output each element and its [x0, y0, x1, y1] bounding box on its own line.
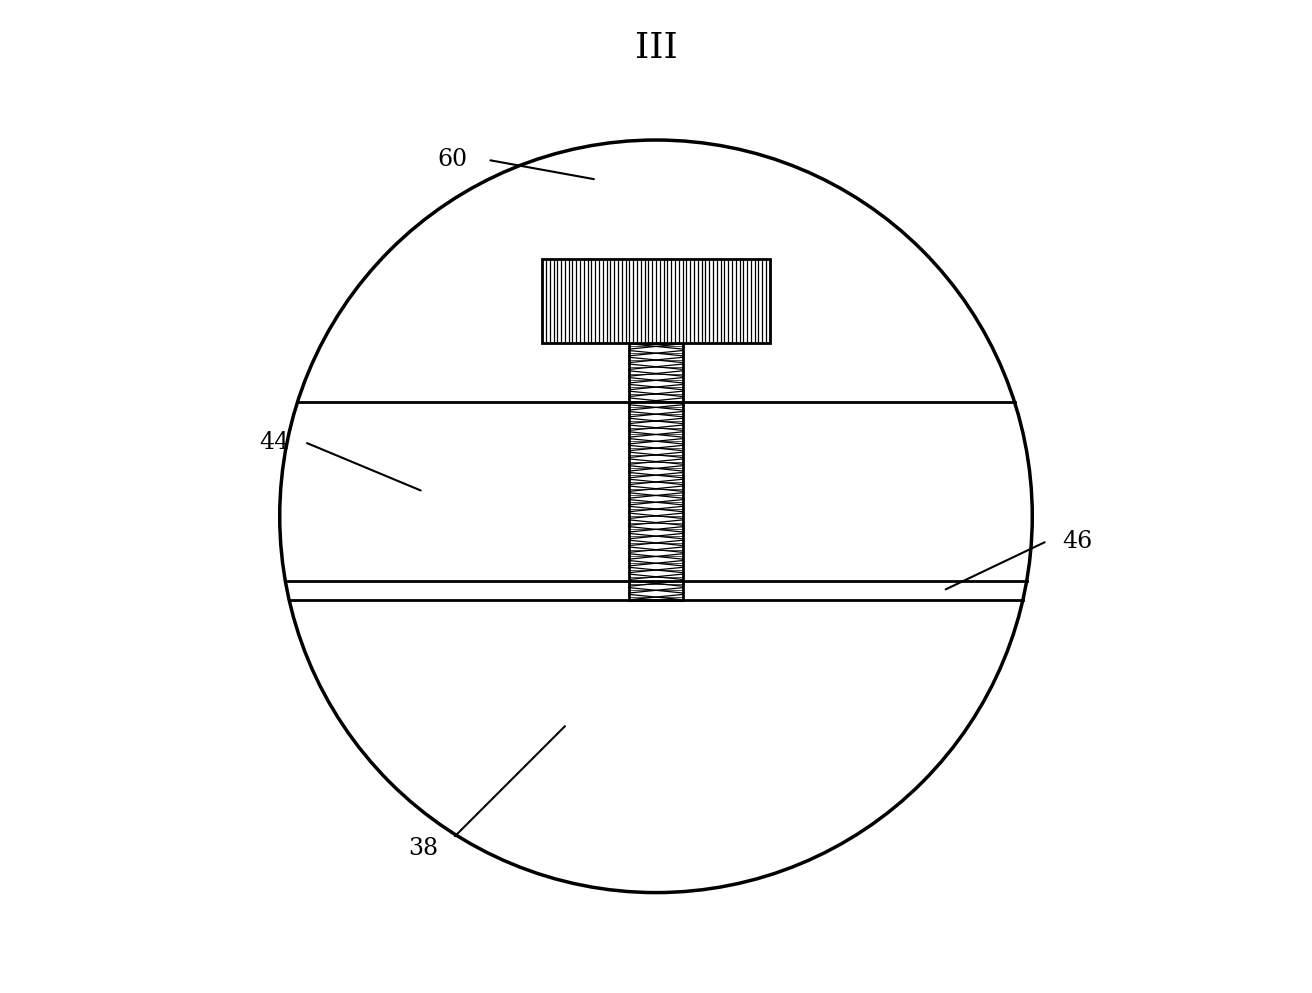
- Bar: [270, 581, 1042, 601]
- Text: III: III: [635, 31, 677, 66]
- Bar: [542, 259, 770, 343]
- Text: 60: 60: [438, 148, 468, 172]
- Circle shape: [279, 140, 1033, 893]
- Text: 44: 44: [260, 431, 290, 454]
- Polygon shape: [298, 140, 1014, 402]
- Text: 46: 46: [1061, 529, 1093, 552]
- Bar: [628, 343, 684, 601]
- Bar: [628, 343, 684, 601]
- Text: 38: 38: [408, 836, 438, 860]
- Bar: [270, 601, 1042, 903]
- Bar: [270, 402, 1042, 581]
- Bar: [542, 259, 770, 343]
